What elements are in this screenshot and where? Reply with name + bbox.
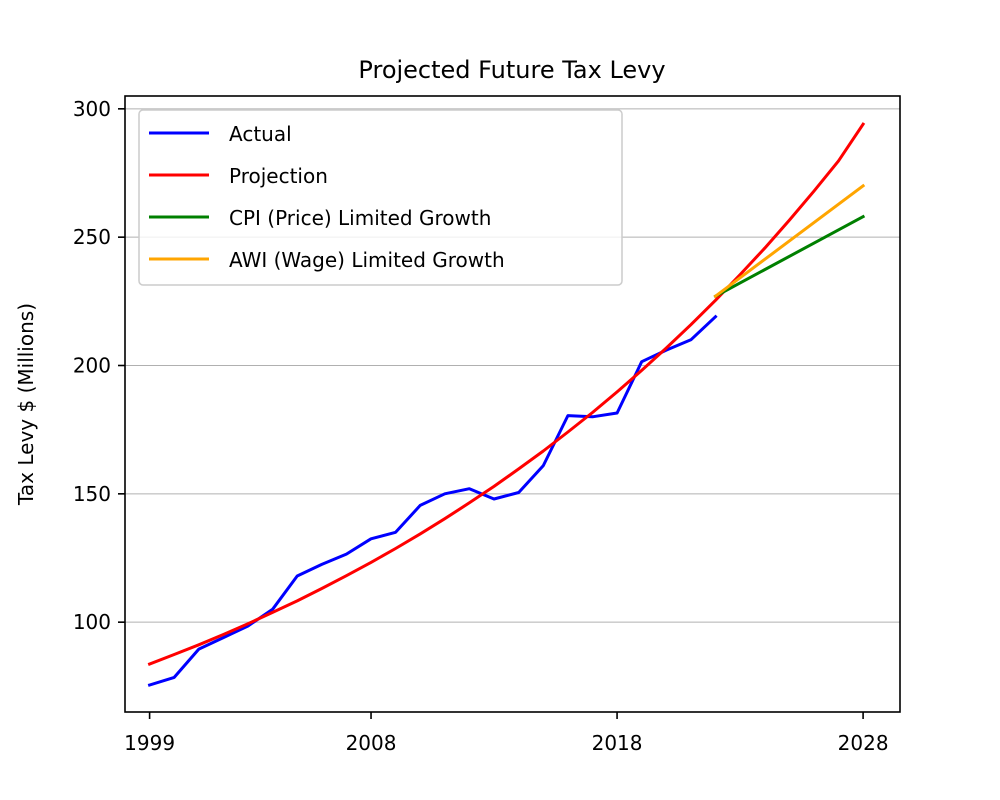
axis-ticks: 100 150 200 250 300 1999 2008 2018 2028 [73, 97, 889, 755]
series-line-cpi-price-limited-growth [713, 214, 866, 299]
plot-frame [124, 95, 901, 713]
y-tick-label: 150 [73, 482, 111, 506]
legend-box [138, 109, 623, 286]
y-tick-label: 250 [73, 225, 111, 249]
chart-title: Projected Future Tax Levy [358, 56, 665, 84]
legend: Actual Projection CPI (Price) Limited Grow… [138, 109, 623, 286]
legend-label: Projection [229, 164, 328, 188]
y-axis-label: Tax Levy $ (Millions) [14, 303, 38, 506]
series-layer [147, 122, 866, 687]
x-tick-label: 1999 [124, 731, 175, 755]
y-tick-label: 200 [73, 354, 111, 378]
legend-label: CPI (Price) Limited Growth [229, 206, 491, 230]
x-tick-label: 2028 [838, 731, 889, 755]
x-tick-label: 2018 [592, 731, 643, 755]
x-tick-label: 2008 [346, 731, 397, 755]
series-line-awi-wage-limited-growth [713, 183, 866, 299]
y-tick-label: 100 [73, 610, 111, 634]
y-tick-label: 300 [73, 97, 111, 121]
legend-label: AWI (Wage) Limited Growth [229, 248, 505, 272]
series-line-projection [147, 122, 866, 666]
series-line-actual [147, 314, 718, 687]
legend-label: Actual [229, 122, 292, 146]
